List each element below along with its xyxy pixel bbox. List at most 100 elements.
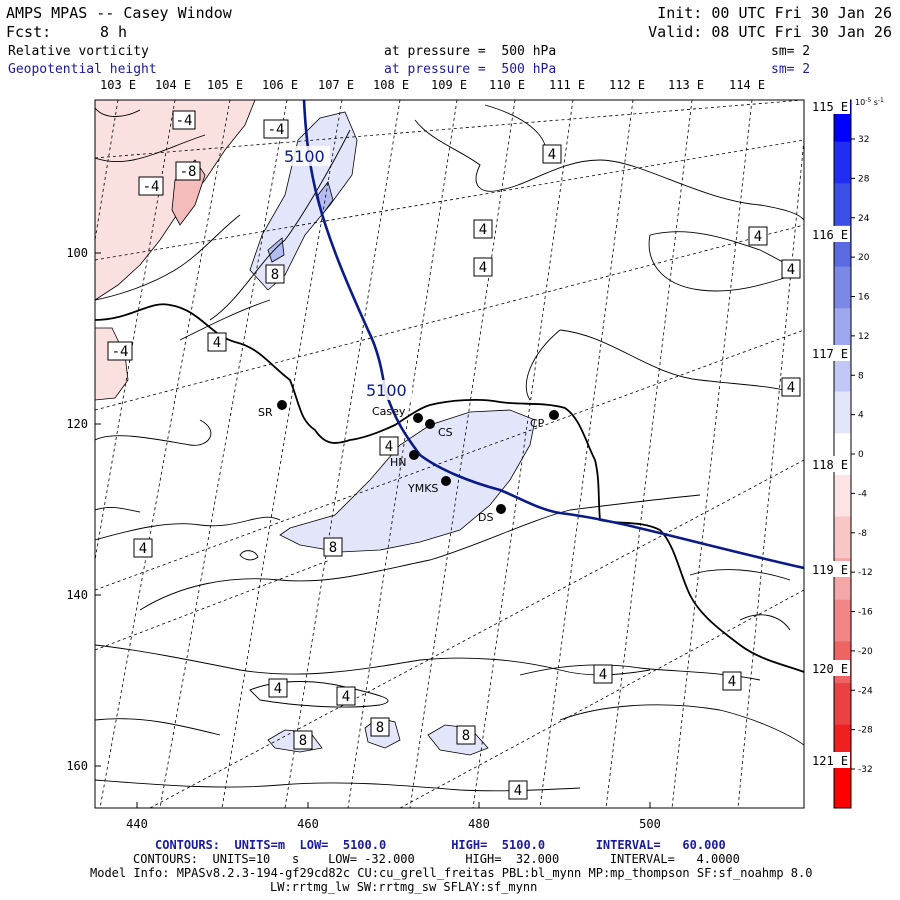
lon-label-top: 107 E (318, 78, 354, 92)
init-time: Init: 00 UTC Fri 30 Jan 26 (657, 4, 892, 22)
valid-time: Valid: 08 UTC Fri 30 Jan 26 (648, 23, 892, 41)
grid-y-label: 140 (66, 588, 88, 602)
lon-label-right: 119 E (812, 563, 848, 577)
colorbar-swatch (834, 141, 851, 184)
height-contour-label: 5100 (366, 381, 407, 400)
height-contour-label: 5100 (284, 147, 325, 166)
colorbar-unit: 10-5 s-1 (855, 97, 884, 107)
colorbar-swatch (834, 766, 851, 809)
svg-text:4: 4 (754, 229, 762, 245)
colorbar-swatch (834, 308, 851, 351)
vorticity-label: 8 (323, 537, 343, 557)
map-title: AMPS MPAS -- Casey Window (6, 4, 232, 22)
colorbar-swatch (834, 266, 851, 309)
vorticity-label: 4 (593, 664, 613, 684)
colorbar-tick-label: 20 (858, 253, 870, 263)
svg-text:CP: CP (530, 417, 545, 430)
svg-text:8: 8 (329, 540, 337, 556)
svg-text:Casey: Casey (372, 405, 406, 418)
colorbar-tick-label: 12 (858, 332, 869, 342)
svg-text:4: 4 (385, 439, 393, 455)
colorbar-swatch (834, 183, 851, 226)
lon-label-top: 108 E (373, 78, 409, 92)
svg-text:-4: -4 (112, 344, 129, 360)
colorbar: 10-5 s-1 32 28 24 20 16 12 8 4 0 -4 -8 -12 -16 -20 -24… (833, 97, 884, 809)
vorticity-label: 4 (207, 332, 227, 352)
forecast-label: Fcst: (6, 23, 52, 41)
vorticity-label: -4 (172, 110, 196, 130)
vorticity-label: 4 (268, 678, 288, 698)
lon-label-top: 112 E (609, 78, 645, 92)
colorbar-tick-label: 32 (858, 135, 869, 145)
vorticity-label: 8 (370, 717, 390, 737)
svg-text:4: 4 (787, 380, 795, 396)
svg-text:4: 4 (274, 681, 282, 697)
field1-smooth: sm= 2 (771, 44, 811, 59)
footer-model-info-2: LW:rrtmg_lw SW:rrtmg_sw SFLAY:sf_mynn (270, 880, 538, 894)
lon-label-right: 121 E (812, 754, 848, 768)
footer-height-contours: CONTOURS: UNITS=m LOW= 5100.0 HIGH= 5100… (155, 838, 726, 852)
lon-label-top: 105 E (207, 78, 243, 92)
colorbar-swatch (834, 516, 851, 559)
colorbar-tick-label: 16 (858, 293, 870, 303)
colorbar-tick-label: 24 (858, 214, 870, 224)
vorticity-label: 4 (781, 259, 801, 279)
vorticity-label: -8 (175, 161, 201, 181)
grid-y-label: 120 (66, 417, 88, 431)
lon-label-right: 118 E (812, 458, 848, 472)
latlon-grid (95, 100, 804, 808)
svg-text:DS: DS (478, 511, 493, 524)
vorticity-label: -4 (138, 176, 164, 196)
colorbar-tick-label: 0 (858, 450, 864, 460)
geopotential-height-contour (302, 100, 804, 570)
colorbar-swatch (834, 683, 851, 726)
vorticity-label: 4 (748, 226, 768, 246)
colorbar-tick-label: -28 (858, 726, 873, 736)
vorticity-label: 4 (781, 377, 801, 397)
vorticity-label: 8 (265, 264, 285, 284)
lon-label-right: 120 E (812, 662, 848, 676)
lon-label-top: 103 E (100, 78, 136, 92)
vorticity-label: 4 (508, 780, 528, 800)
lon-label-right: 116 E (812, 228, 848, 242)
svg-text:SR: SR (258, 406, 273, 419)
lon-label-top: 106 E (262, 78, 298, 92)
vorticity-label: 4 (336, 686, 356, 706)
station-cs: CS (425, 419, 453, 439)
coastline (95, 303, 804, 673)
footer-vorticity-contours: CONTOURS: UNITS=10 s LOW= -32.000 HIGH= … (133, 852, 740, 866)
colorbar-tick-label: 8 (858, 371, 864, 381)
svg-text:8: 8 (376, 720, 384, 736)
lon-label-top: 109 E (431, 78, 467, 92)
grid-x-label: 440 (126, 817, 148, 831)
lon-label-top: 114 E (729, 78, 765, 92)
colorbar-tick-label: -24 (858, 686, 873, 696)
vorticity-contours (95, 104, 804, 792)
svg-text:4: 4 (599, 667, 607, 683)
field2-smooth: sm= 2 (771, 62, 811, 77)
lon-label-top: 113 E (668, 78, 704, 92)
colorbar-tick-label: -16 (858, 608, 873, 618)
vorticity-label: 4 (473, 219, 493, 239)
footer-model-info: Model Info: MPASv8.2.3-194-gf29cd82c CU:… (90, 866, 813, 880)
station-ds: DS (478, 504, 506, 524)
svg-text:-4: -4 (268, 122, 285, 138)
vorticity-label: -4 (263, 119, 289, 139)
station-casey: Casey (372, 405, 423, 423)
svg-text:4: 4 (213, 335, 221, 351)
field2-level: at pressure = 500 hPa (384, 62, 557, 77)
colorbar-swatch (834, 391, 851, 434)
svg-text:4: 4 (342, 689, 350, 705)
svg-text:YMKS: YMKS (407, 482, 438, 495)
svg-text:-8: -8 (180, 164, 197, 180)
field1-name: Relative vorticity (8, 44, 149, 59)
colorbar-tick-label: -12 (858, 568, 873, 578)
colorbar-tick-label: -4 (858, 489, 867, 499)
colorbar-swatch (834, 599, 851, 642)
vorticity-label: 4 (379, 436, 399, 456)
svg-text:4: 4 (479, 222, 487, 238)
grid-y-label: 100 (66, 246, 88, 260)
field1-level: at pressure = 500 hPa (384, 44, 557, 59)
svg-text:8: 8 (271, 267, 279, 283)
svg-text:4: 4 (514, 783, 522, 799)
